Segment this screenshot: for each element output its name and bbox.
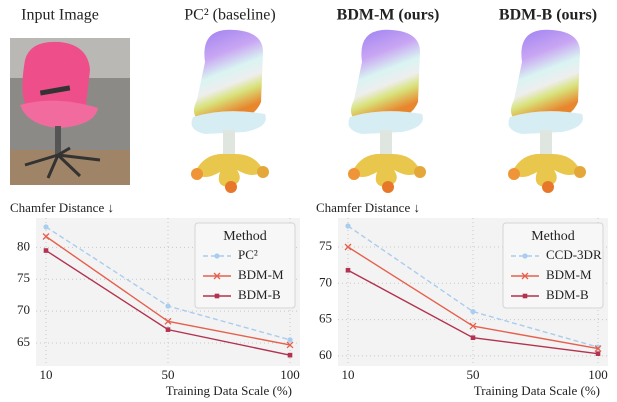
x-axis-title: Training Data Scale (%): [474, 383, 600, 398]
y-tick-label: 70: [319, 274, 332, 289]
x-tick-label: 10: [342, 367, 355, 382]
legend-label: PC²: [238, 247, 258, 262]
legend-label: BDM-M: [238, 267, 284, 282]
marker: [44, 248, 49, 253]
column-header: BDM-M (ours): [337, 7, 440, 24]
column-header: BDM-B (ours): [499, 7, 597, 24]
point-cloud: [348, 30, 426, 193]
marker: [596, 351, 601, 356]
legend-label: BDM-B: [238, 287, 281, 302]
point-cloud: [191, 30, 269, 193]
x-axis-title: Training Data Scale (%): [166, 383, 292, 398]
y-tick-label: 70: [17, 302, 30, 317]
column-header: PC² (baseline): [184, 7, 275, 24]
marker: [43, 224, 48, 229]
marker: [523, 294, 528, 299]
legend-title: Method: [223, 229, 267, 244]
marker: [345, 223, 350, 228]
y-tick-label: 80: [17, 238, 30, 253]
marker: [522, 253, 527, 258]
y-tick-label: 65: [17, 334, 30, 349]
y-tick-label: 75: [319, 238, 332, 253]
x-tick-label: 100: [588, 367, 608, 382]
x-tick-label: 10: [40, 367, 53, 382]
marker: [471, 335, 476, 340]
y-tick-label: 65: [319, 311, 332, 326]
y-tick-label: 75: [17, 270, 30, 285]
figure: Input Image PC² (baseline) BDM-M (ours) …: [0, 0, 617, 402]
legend: Method PC² BDM-M BDM-B: [195, 223, 295, 308]
input-photo: [10, 38, 130, 185]
x-tick-label: 50: [162, 367, 175, 382]
y-tick-label: 60: [319, 347, 332, 362]
marker: [215, 294, 220, 299]
legend: Method CCD-3DR BDM-M BDM-B: [503, 223, 603, 308]
legend-label: BDM-B: [546, 287, 589, 302]
legend-label: CCD-3DR: [546, 247, 602, 262]
marker: [165, 303, 170, 308]
marker: [288, 353, 293, 358]
column-header: Input Image: [21, 7, 99, 24]
marker: [166, 327, 171, 332]
y-axis-title: Chamfer Distance ↓: [316, 200, 420, 215]
point-cloud: [508, 30, 586, 193]
marker: [470, 309, 475, 314]
x-tick-label: 50: [467, 367, 480, 382]
legend-title: Method: [531, 229, 575, 244]
x-tick-label: 100: [280, 367, 300, 382]
marker: [214, 253, 219, 258]
marker: [346, 268, 351, 273]
marker: [287, 337, 292, 342]
y-axis-title: Chamfer Distance ↓: [10, 200, 114, 215]
legend-label: BDM-M: [546, 267, 592, 282]
